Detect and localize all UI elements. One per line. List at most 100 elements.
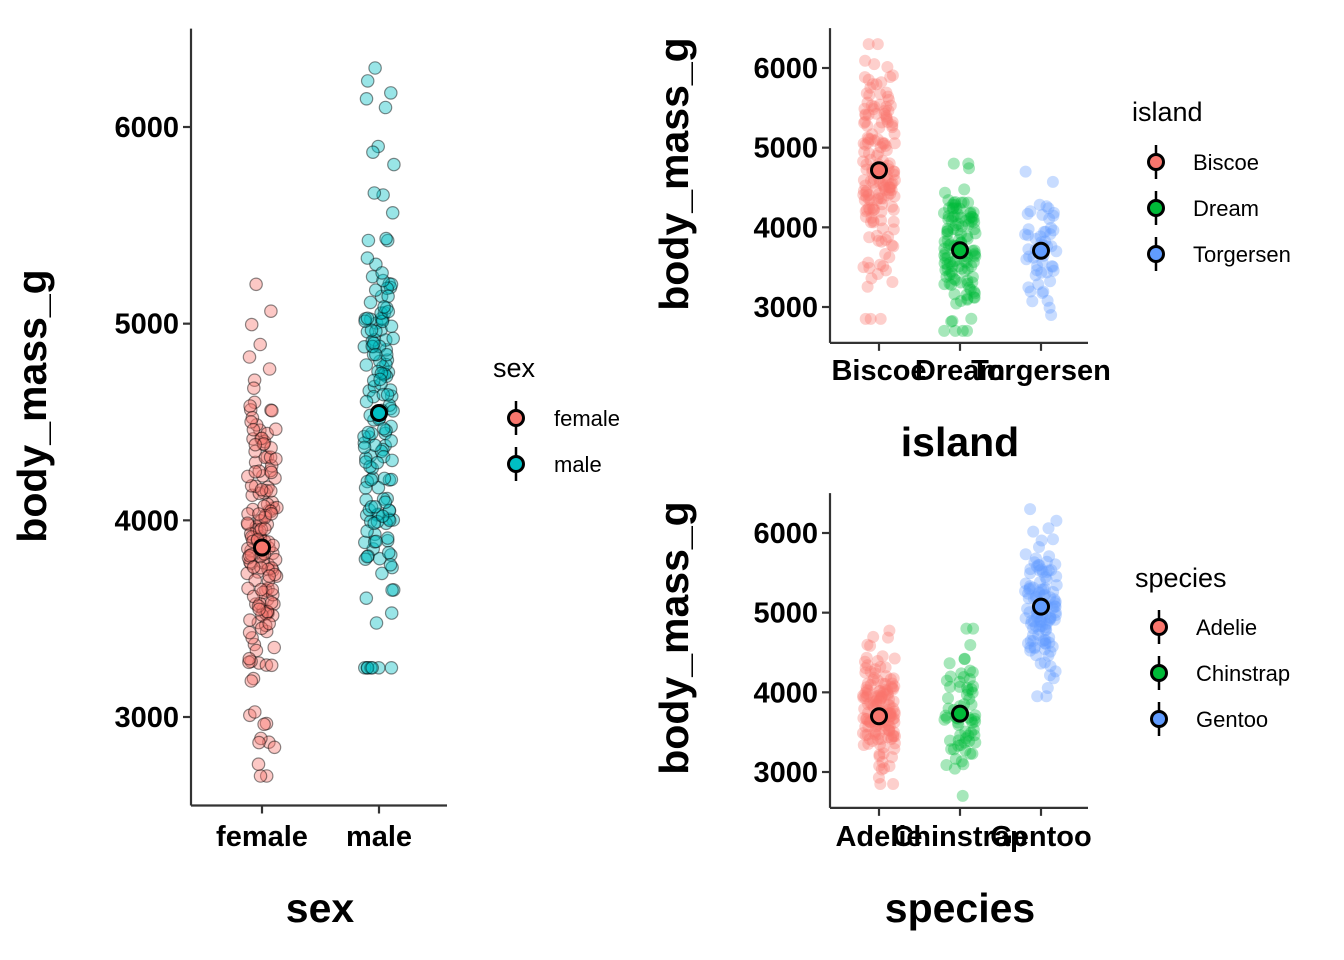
data-point [871, 268, 884, 280]
data-point [879, 677, 892, 690]
x-tick-label: male [346, 821, 412, 853]
data-point [961, 262, 974, 275]
data-point [880, 100, 893, 113]
data-point [869, 183, 882, 196]
data-point [949, 752, 962, 765]
data-point [1050, 514, 1063, 527]
data-point [954, 295, 967, 307]
data-point [875, 235, 888, 248]
data-point [386, 513, 401, 527]
data-point [862, 188, 875, 201]
data-point [873, 748, 886, 761]
data-point [870, 149, 883, 162]
data-point [258, 450, 273, 465]
data-point [363, 448, 378, 463]
data-point [948, 762, 961, 775]
data-point [256, 437, 271, 452]
data-point [877, 741, 890, 754]
data-point [247, 381, 261, 395]
data-point [938, 207, 950, 220]
data-point [366, 339, 381, 354]
data-point [872, 192, 885, 205]
data-point [938, 242, 951, 255]
data-point [875, 214, 887, 227]
mean-point [253, 538, 271, 557]
data-point [966, 271, 979, 283]
data-point [884, 71, 897, 83]
species-panel: 3000400050006000AdelieChinstrapGentoospe… [651, 493, 1290, 931]
data-point [969, 715, 982, 728]
data-point [942, 692, 954, 705]
data-point [969, 247, 982, 260]
data-point [857, 691, 870, 704]
y-tick-label: 6000 [114, 112, 179, 144]
data-point [258, 510, 272, 525]
legend-label: Gentoo [1196, 707, 1268, 732]
data-point [941, 251, 954, 264]
data-point [1047, 209, 1060, 222]
data-point [955, 196, 968, 209]
data-point [880, 109, 893, 122]
data-point [961, 230, 974, 243]
data-point [944, 670, 957, 683]
data-point [249, 597, 263, 611]
data-point [879, 661, 892, 674]
data-point [888, 705, 901, 718]
data-point [946, 202, 959, 215]
data-points [857, 38, 1063, 337]
data-point [883, 724, 896, 737]
data-point [959, 725, 972, 738]
data-point [863, 147, 875, 160]
data-point [940, 674, 953, 687]
data-point [376, 387, 391, 402]
data-point [257, 717, 271, 732]
data-point [248, 455, 263, 470]
data-point [947, 743, 960, 756]
data-point [868, 134, 881, 147]
x-axis-title: species [885, 885, 1035, 931]
data-point [887, 729, 900, 742]
data-point [964, 283, 977, 296]
data-point [254, 431, 269, 446]
y-tick-label: 5000 [114, 309, 179, 341]
data-point [874, 312, 887, 325]
data-point [1039, 623, 1052, 636]
data-point [882, 723, 895, 736]
data-point [360, 251, 375, 265]
data-point [260, 426, 274, 441]
data-point [241, 469, 255, 484]
data-point [884, 181, 897, 194]
data-point [368, 61, 382, 75]
data-point [887, 695, 900, 708]
data-point [859, 729, 872, 742]
data-point [954, 729, 967, 742]
data-point [254, 482, 269, 497]
data-point [862, 73, 875, 86]
data-point [875, 692, 888, 705]
data-point [259, 658, 274, 672]
data-point [956, 220, 968, 233]
data-point [1049, 597, 1062, 610]
legend-label: Dream [1193, 196, 1259, 221]
data-point [880, 111, 893, 124]
data-point [1034, 615, 1047, 628]
data-point [888, 707, 901, 720]
data-point [1038, 634, 1051, 646]
data-point [1035, 615, 1048, 628]
data-point [870, 78, 883, 91]
data-point [863, 89, 876, 102]
data-point [959, 744, 972, 757]
data-point [259, 769, 274, 783]
data-point [382, 503, 397, 518]
data-point [1043, 631, 1056, 644]
data-point [958, 653, 971, 666]
data-point [380, 353, 395, 367]
data-point [265, 563, 280, 578]
data-point [383, 86, 398, 100]
data-point [946, 260, 959, 273]
data-point [879, 248, 892, 260]
data-point [265, 608, 280, 623]
data-point [958, 265, 971, 278]
data-point [365, 339, 379, 354]
data-point [1024, 205, 1037, 218]
